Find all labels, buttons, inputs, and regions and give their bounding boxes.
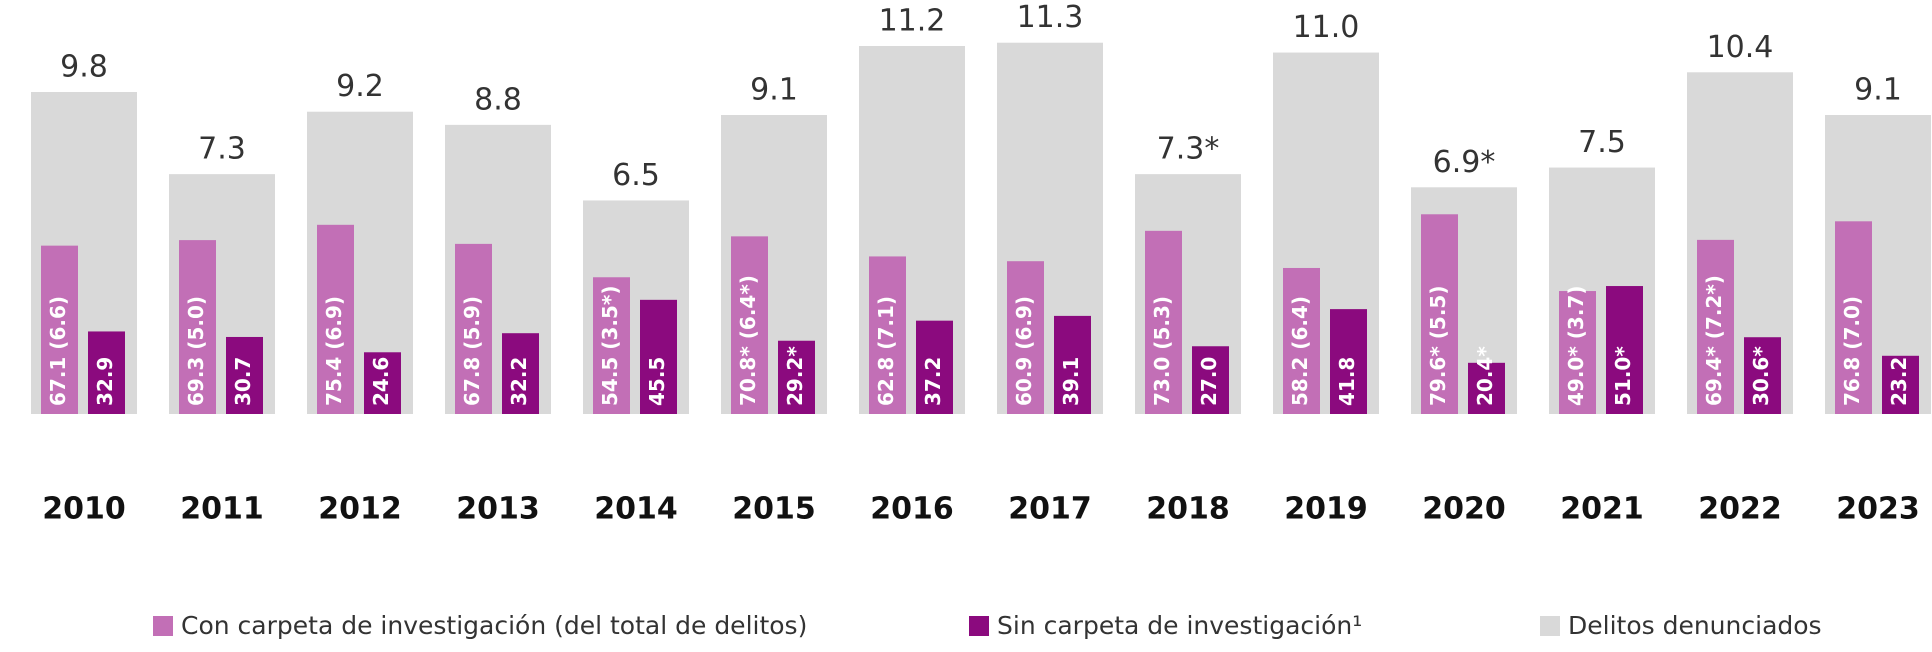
value-label: 7.3* bbox=[1157, 132, 1220, 167]
legend-label: Con carpeta de investigación (del total … bbox=[181, 611, 807, 640]
value-label: 11.3 bbox=[1017, 0, 1084, 35]
value-label: 6.5 bbox=[612, 158, 660, 193]
bar bbox=[1468, 362, 1505, 414]
value-label: 11.2 bbox=[879, 4, 946, 39]
x-tick-label: 2020 bbox=[1422, 492, 1506, 527]
bar bbox=[1421, 214, 1458, 414]
bar bbox=[1697, 239, 1734, 414]
value-label: 32.9 bbox=[93, 357, 117, 406]
value-label: 79.6* (5.5) bbox=[1426, 286, 1450, 406]
value-label: 62.8 (7.1) bbox=[874, 296, 898, 406]
x-tick-label: 2016 bbox=[870, 492, 954, 527]
bar bbox=[640, 299, 677, 414]
bar bbox=[317, 224, 354, 414]
x-tick-label: 2014 bbox=[594, 492, 678, 527]
x-tick-label: 2011 bbox=[180, 492, 264, 527]
value-label: 9.8 bbox=[60, 50, 108, 85]
value-label: 32.2 bbox=[507, 357, 531, 406]
bar bbox=[364, 352, 401, 414]
value-label: 39.1 bbox=[1059, 357, 1083, 406]
bar bbox=[41, 245, 78, 414]
value-label: 6.9* bbox=[1433, 145, 1496, 180]
bar bbox=[869, 256, 906, 414]
bar bbox=[1835, 221, 1872, 414]
value-label: 41.8 bbox=[1335, 357, 1359, 406]
value-label: 69.3 (5.0) bbox=[184, 296, 208, 406]
bar bbox=[778, 340, 815, 414]
value-label: 58.2 (6.4) bbox=[1288, 296, 1312, 406]
x-tick-label: 2017 bbox=[1008, 492, 1092, 527]
value-label: 70.8* (6.4*) bbox=[736, 275, 760, 406]
x-tick-label: 2010 bbox=[42, 492, 126, 527]
bar bbox=[1744, 337, 1781, 414]
bar bbox=[593, 277, 630, 414]
value-label: 7.5 bbox=[1578, 125, 1626, 160]
value-label: 45.5 bbox=[645, 357, 669, 406]
bar bbox=[226, 336, 263, 414]
legend-swatch bbox=[153, 616, 173, 636]
value-label: 69.4* (7.2*) bbox=[1702, 275, 1726, 406]
bar bbox=[731, 236, 768, 414]
x-tick-label: 2015 bbox=[732, 492, 816, 527]
x-tick-label: 2022 bbox=[1698, 492, 1782, 527]
bar bbox=[1054, 315, 1091, 414]
x-tick-label: 2018 bbox=[1146, 492, 1230, 527]
bar bbox=[1007, 261, 1044, 414]
value-label: 9.2 bbox=[336, 69, 384, 104]
x-tick-label: 2012 bbox=[318, 492, 402, 527]
value-label: 11.0 bbox=[1293, 10, 1360, 45]
bar bbox=[1606, 286, 1643, 414]
value-label: 30.6* bbox=[1749, 346, 1773, 406]
value-label: 51.0* bbox=[1611, 346, 1635, 406]
bar bbox=[179, 240, 216, 414]
value-label: 30.7 bbox=[231, 357, 255, 406]
value-label: 9.1 bbox=[750, 73, 798, 108]
legend-swatch bbox=[1540, 616, 1560, 636]
bar bbox=[1559, 291, 1596, 414]
value-label: 9.1 bbox=[1854, 73, 1902, 108]
value-label: 29.2* bbox=[783, 346, 807, 406]
value-label: 54.5 (3.5*) bbox=[598, 286, 622, 406]
bar bbox=[502, 333, 539, 414]
bar bbox=[1192, 346, 1229, 414]
bar bbox=[88, 331, 125, 414]
bar bbox=[1145, 230, 1182, 414]
value-label: 27.0 bbox=[1197, 357, 1221, 406]
value-label: 23.2 bbox=[1887, 357, 1911, 406]
legend-label: Delitos denunciados bbox=[1568, 611, 1822, 640]
legend-swatch bbox=[969, 616, 989, 636]
x-tick-label: 2019 bbox=[1284, 492, 1368, 527]
value-label: 75.4 (6.9) bbox=[322, 296, 346, 406]
value-label: 20.4* bbox=[1473, 346, 1497, 406]
bar bbox=[1283, 267, 1320, 414]
x-tick-label: 2023 bbox=[1836, 492, 1920, 527]
bar bbox=[1330, 309, 1367, 414]
value-label: 73.0 (5.3) bbox=[1150, 296, 1174, 406]
bar bbox=[916, 320, 953, 414]
value-label: 37.2 bbox=[921, 357, 945, 406]
value-label: 10.4 bbox=[1707, 30, 1774, 65]
value-label: 67.1 (6.6) bbox=[46, 296, 70, 406]
value-label: 8.8 bbox=[474, 82, 522, 117]
value-label: 49.0* (3.7) bbox=[1564, 286, 1588, 406]
value-label: 67.8 (5.9) bbox=[460, 296, 484, 406]
x-tick-label: 2013 bbox=[456, 492, 540, 527]
legend-label: Sin carpeta de investigación¹ bbox=[997, 611, 1362, 640]
x-tick-label: 2021 bbox=[1560, 492, 1644, 527]
bar bbox=[455, 243, 492, 414]
value-label: 7.3 bbox=[198, 132, 246, 167]
value-label: 60.9 (6.9) bbox=[1012, 296, 1036, 406]
value-label: 24.6 bbox=[369, 357, 393, 406]
value-label: 76.8 (7.0) bbox=[1840, 296, 1864, 406]
bar bbox=[1882, 355, 1919, 414]
